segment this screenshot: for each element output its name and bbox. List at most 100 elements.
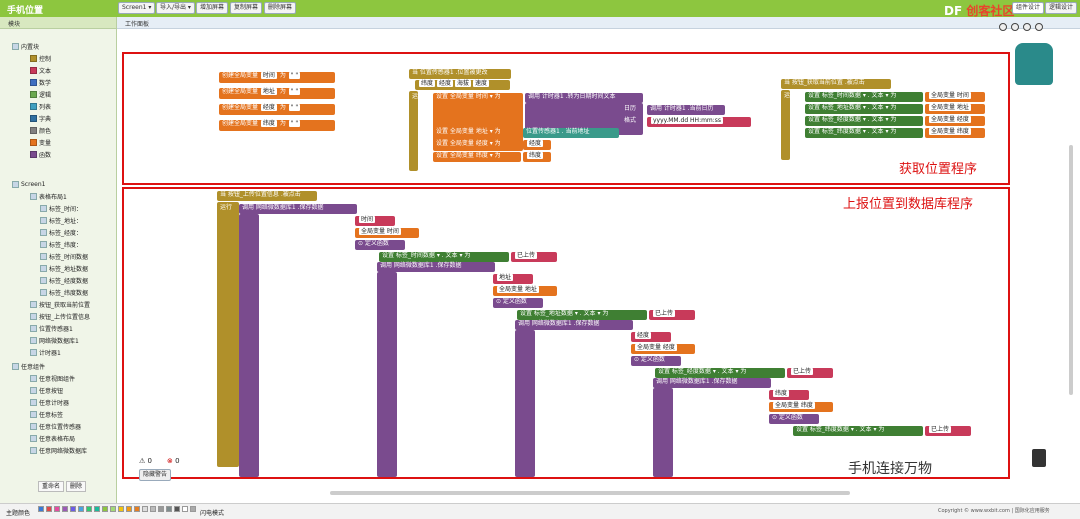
block-text-slot[interactable]: 全局变量 时间 bbox=[929, 92, 971, 99]
delete-button[interactable]: 删除 bbox=[66, 481, 87, 492]
theme-color-swatch[interactable] bbox=[70, 506, 76, 512]
button-upload-event-block[interactable]: 当 按钮_上传位置信息 .被点击 bbox=[217, 191, 317, 201]
block-text-slot[interactable]: yyyy.MM.dd HH:mm:ss bbox=[651, 117, 724, 124]
uploaded-text-block[interactable]: 已上传 bbox=[649, 310, 695, 320]
zoom-in-icon[interactable] bbox=[1011, 23, 1019, 31]
tree-component-11[interactable]: 位置传感器1 bbox=[30, 323, 73, 333]
theme-color-swatch[interactable] bbox=[190, 506, 196, 512]
zoom-reset-icon[interactable] bbox=[999, 23, 1007, 31]
delete-screen-button[interactable]: 删除屏幕 bbox=[264, 2, 297, 14]
theme-color-swatch[interactable] bbox=[62, 506, 68, 512]
trash-icon[interactable] bbox=[1032, 449, 1046, 467]
call-db-block[interactable]: 调用 网络微数据库1 .保存数据 bbox=[515, 320, 633, 330]
theme-color-swatch[interactable] bbox=[118, 506, 124, 512]
builtin-0[interactable]: 控制 bbox=[30, 53, 51, 63]
tree-component-6[interactable]: 标签_地址数据 bbox=[40, 263, 88, 273]
theme-color-swatch[interactable] bbox=[78, 506, 84, 512]
set-lng-block[interactable]: 设置 全局变量 经度 ▾ 为 bbox=[433, 140, 521, 150]
builtin-8[interactable]: 函数 bbox=[30, 149, 51, 159]
location-address-block[interactable]: 位置传感器1 . 当前地址 bbox=[523, 128, 619, 138]
warning-indicator[interactable]: ⚠ 0 bbox=[139, 457, 152, 465]
block-text-slot[interactable]: 已上传 bbox=[929, 426, 952, 433]
set-label-block[interactable]: 设置 标签_经度数据 ▾ . 文本 ▾ 为 bbox=[805, 116, 923, 126]
set-uploaded-block[interactable]: 设置 标签_地址数据 ▾ . 文本 ▾ 为 bbox=[517, 310, 647, 320]
workspace[interactable]: 工作面板 获取位置程序 上报位置到数据库程序 创建全局变量 时间 为 " " 创建… bbox=[117, 17, 1080, 503]
block-text-slot[interactable]: 纬度 bbox=[260, 120, 277, 127]
import-export-menu[interactable]: 导入/导出 ▾ bbox=[156, 2, 195, 14]
set-uploaded-block[interactable]: 设置 标签_时间数据 ▾ . 文本 ▾ 为 bbox=[379, 252, 509, 262]
tree-any-6[interactable]: 任意网络微数据库 bbox=[30, 445, 87, 455]
block-text-slot[interactable]: 海拔 bbox=[455, 80, 472, 87]
error-indicator[interactable]: ⊗ 0 bbox=[167, 457, 180, 465]
global-var-block[interactable]: 创建全局变量 纬度 为 " " bbox=[219, 120, 335, 131]
designer-button[interactable]: 组件设计 bbox=[1012, 2, 1045, 14]
theme-color-swatch[interactable] bbox=[182, 506, 188, 512]
fast-mode-label[interactable]: 闪电模式 bbox=[200, 510, 225, 517]
block-text-slot[interactable]: 经度 bbox=[527, 140, 544, 147]
zoom-out-icon[interactable] bbox=[1023, 23, 1031, 31]
tree-builtin[interactable]: 内置块 bbox=[12, 41, 39, 51]
center-icon[interactable] bbox=[1035, 23, 1043, 31]
format-block[interactable]: yyyy.MM.dd HH:mm:ss bbox=[647, 117, 751, 127]
block-text-slot[interactable]: 经度 bbox=[437, 80, 454, 87]
define-fn-block[interactable]: ⊙ 定义函数 bbox=[493, 298, 543, 308]
block-text-slot[interactable]: 全局变量 地址 bbox=[497, 286, 539, 293]
builtin-2[interactable]: 数学 bbox=[30, 77, 51, 87]
block-text-slot[interactable]: 全局变量 地址 bbox=[929, 104, 971, 111]
tag-value-block[interactable]: 经度 bbox=[631, 332, 671, 342]
rename-button[interactable]: 重命名 bbox=[38, 481, 65, 492]
block-text-slot[interactable]: 已上传 bbox=[515, 252, 538, 259]
tag-value-block[interactable]: 时间 bbox=[355, 216, 395, 226]
block-text-slot[interactable]: 全局变量 经度 bbox=[929, 116, 971, 123]
tree-any-5[interactable]: 任意表格布局 bbox=[30, 433, 75, 443]
theme-color-swatch[interactable] bbox=[150, 506, 156, 512]
block-text-slot[interactable]: 已上传 bbox=[791, 368, 814, 375]
tree-any-0[interactable]: 任意视图组件 bbox=[30, 373, 75, 383]
call-db-block[interactable]: 调用 网络微数据库1 .保存数据 bbox=[239, 204, 357, 214]
block-text-slot[interactable]: 速度 bbox=[473, 80, 490, 87]
value-block[interactable]: 全局变量 纬度 bbox=[769, 402, 833, 412]
theme-color-swatch[interactable] bbox=[54, 506, 60, 512]
lng-block[interactable]: 经度 bbox=[523, 140, 551, 150]
theme-color-swatch[interactable] bbox=[166, 506, 172, 512]
lat-block[interactable]: 纬度 bbox=[523, 152, 551, 162]
tree-any-2[interactable]: 任意计时器 bbox=[30, 397, 69, 407]
tree-component-4[interactable]: 标签_纬度： bbox=[40, 239, 82, 249]
backpack-icon[interactable] bbox=[1015, 43, 1053, 85]
block-text-slot[interactable]: " " bbox=[288, 120, 301, 127]
block-text-slot[interactable]: 纬度 bbox=[527, 152, 544, 159]
block-text-slot[interactable]: 已上传 bbox=[653, 310, 676, 317]
value-block[interactable]: 全局变量 时间 bbox=[355, 228, 419, 238]
builtin-1[interactable]: 文本 bbox=[30, 65, 51, 75]
vertical-scrollbar[interactable] bbox=[1069, 145, 1073, 395]
block-text-slot[interactable]: 纬度 bbox=[773, 390, 790, 397]
tree-any-1[interactable]: 任意按钮 bbox=[30, 385, 63, 395]
tree-component-12[interactable]: 网络微数据库1 bbox=[30, 335, 79, 345]
block-text-slot[interactable]: 时间 bbox=[359, 216, 376, 223]
blocks-button[interactable]: 逻辑设计 bbox=[1045, 2, 1078, 14]
horizontal-scrollbar[interactable] bbox=[330, 491, 850, 495]
location-event-block[interactable]: 当 位置传感器1 .位置被更改 bbox=[409, 69, 511, 79]
tree-component-5[interactable]: 标签_时间数据 bbox=[40, 251, 88, 261]
builtin-7[interactable]: 变量 bbox=[30, 137, 51, 147]
call-db-block[interactable]: 调用 网络微数据库1 .保存数据 bbox=[377, 262, 495, 272]
tag-value-block[interactable]: 纬度 bbox=[769, 390, 809, 400]
call-db-block[interactable]: 调用 网络微数据库1 .保存数据 bbox=[653, 378, 771, 388]
block-text-slot[interactable]: 地址 bbox=[497, 274, 514, 281]
global-var-block[interactable]: 创建全局变量 时间 为 " " bbox=[219, 72, 335, 83]
hide-warnings-button[interactable]: 隐藏警告 bbox=[139, 469, 172, 481]
theme-color-swatch[interactable] bbox=[158, 506, 164, 512]
copy-screen-button[interactable]: 复制屏幕 bbox=[230, 2, 263, 14]
tag-value-block[interactable]: 地址 bbox=[493, 274, 533, 284]
set-label-block[interactable]: 设置 标签_时间数据 ▾ . 文本 ▾ 为 bbox=[805, 92, 923, 102]
block-text-slot[interactable]: 全局变量 纬度 bbox=[929, 128, 971, 135]
tree-component-13[interactable]: 计时器1 bbox=[30, 347, 61, 357]
call-clock-block[interactable]: 调用 计时器1 .转为日期时间文本 bbox=[525, 93, 643, 103]
add-screen-button[interactable]: 增加屏幕 bbox=[196, 2, 229, 14]
theme-color-swatch[interactable] bbox=[102, 506, 108, 512]
global-get-block[interactable]: 全局变量 时间 bbox=[925, 92, 985, 102]
block-text-slot[interactable]: 全局变量 纬度 bbox=[773, 402, 815, 409]
set-label-block[interactable]: 设置 标签_纬度数据 ▾ . 文本 ▾ 为 bbox=[805, 128, 923, 138]
theme-color-swatch[interactable] bbox=[86, 506, 92, 512]
screen-select[interactable]: Screen1 ▾ bbox=[118, 2, 156, 14]
